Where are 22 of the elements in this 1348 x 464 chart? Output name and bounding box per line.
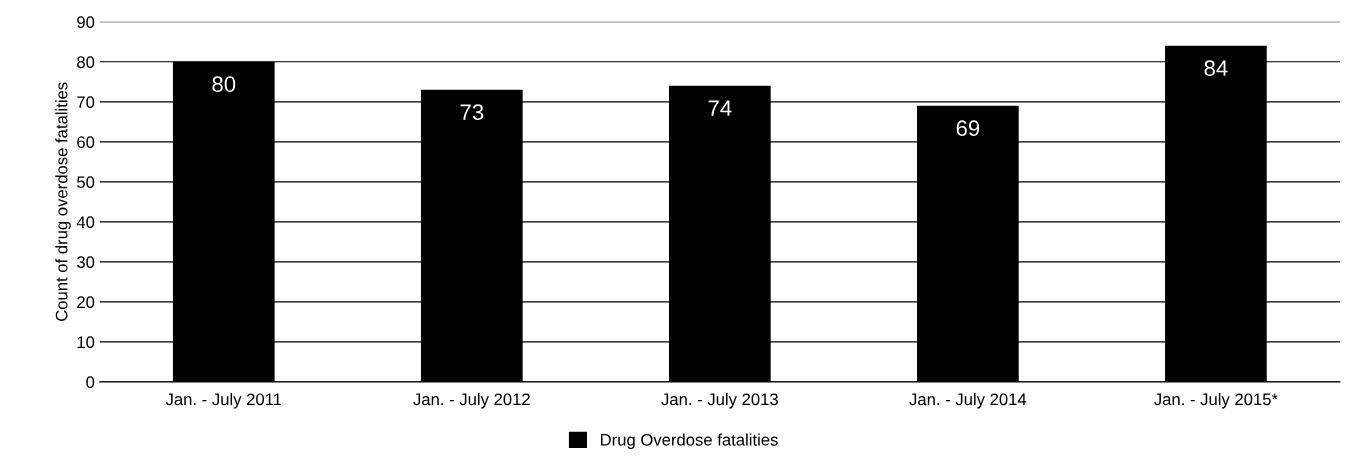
x-tick-label: Jan. - July 2013 xyxy=(661,392,778,409)
y-tick-label: 90 xyxy=(77,16,95,29)
y-axis-title: Count of drug overdose fatalities xyxy=(55,82,71,321)
x-tick-label: Jan. - July 2015* xyxy=(1154,392,1278,409)
x-tick-label: Jan. - July 2011 xyxy=(165,392,282,409)
y-tick-label: 40 xyxy=(76,216,95,229)
x-tick-label: Jan. - July 2014 xyxy=(909,392,1027,409)
x-tick-label: Jan. - July 2012 xyxy=(413,392,530,409)
y-tick-label: 60 xyxy=(77,136,95,149)
data-label: 80 xyxy=(212,76,236,93)
y-tick-label: 50 xyxy=(77,176,95,189)
data-label: 84 xyxy=(1204,60,1228,77)
y-tick-label: 30 xyxy=(76,256,95,269)
y-tick-label: 10 xyxy=(77,336,95,349)
data-label: 74 xyxy=(708,100,732,116)
data-label: 73 xyxy=(460,104,484,121)
y-tick-label: 0 xyxy=(86,376,95,389)
legend-label: Drug Overdose fatalities xyxy=(600,433,778,449)
y-tick-label: 70 xyxy=(77,96,95,109)
y-tick-label: 80 xyxy=(77,56,95,69)
data-label: 69 xyxy=(956,120,980,137)
y-tick-label: 20 xyxy=(77,296,95,309)
